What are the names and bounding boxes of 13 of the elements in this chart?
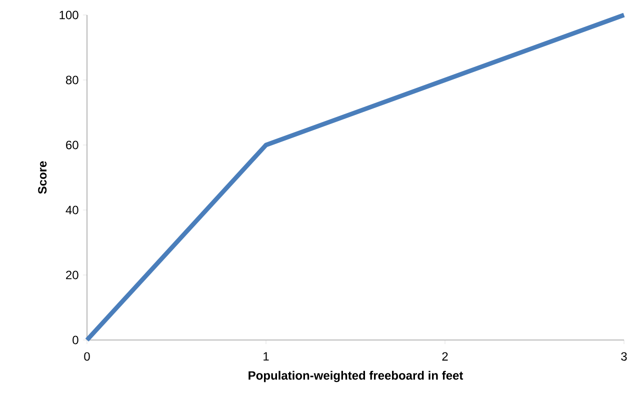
y-tick-label: 40 [66, 206, 78, 214]
y-tick-label: 20 [66, 270, 78, 280]
line-series [84, 12, 626, 342]
y-tick-label: 60 [66, 140, 78, 150]
y-tick-label: 80 [66, 76, 78, 84]
x-tick-label: 3 [621, 352, 627, 361]
x-tick-label: 0 [84, 352, 90, 361]
y-tick-label: 100 [60, 10, 78, 20]
x-tick-label: 2 [442, 352, 448, 361]
x-axis-title: Population-weighted freeboard in feet [248, 370, 464, 382]
y-tick-label: 0 [72, 336, 78, 344]
y-axis-title: Score [38, 161, 47, 194]
x-tick-label: 1 [264, 352, 269, 360]
